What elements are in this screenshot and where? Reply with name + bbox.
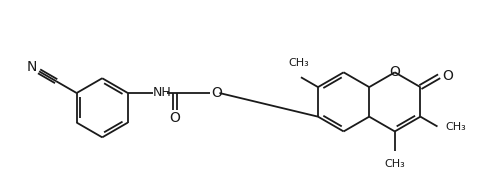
Text: CH₃: CH₃: [444, 121, 465, 132]
Text: O: O: [169, 111, 180, 125]
Text: NH: NH: [153, 86, 171, 99]
Text: N: N: [27, 60, 38, 74]
Text: O: O: [389, 65, 399, 79]
Text: O: O: [442, 69, 452, 83]
Text: CH₃: CH₃: [288, 58, 309, 68]
Text: CH₃: CH₃: [384, 159, 404, 169]
Text: O: O: [210, 86, 221, 100]
